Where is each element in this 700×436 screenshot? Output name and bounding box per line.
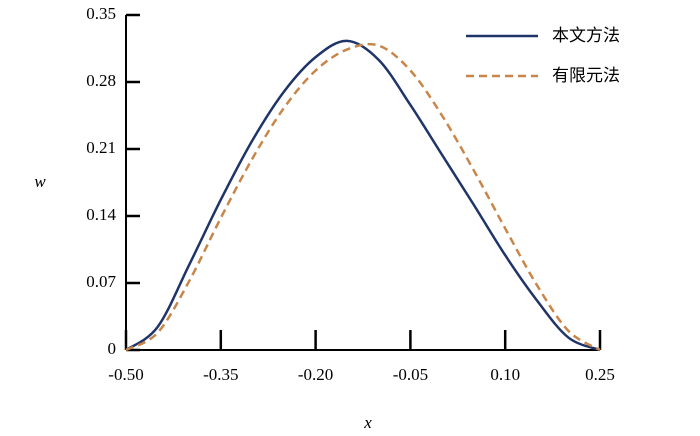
x-tick-label: -0.50 — [108, 365, 143, 384]
y-tick-label: 0.14 — [86, 205, 116, 224]
y-tick-label: 0.07 — [86, 272, 116, 291]
x-tick-label: -0.35 — [203, 365, 238, 384]
y-tick-label: 0.28 — [86, 71, 116, 90]
y-tick-label: 0 — [108, 339, 117, 358]
y-axis-label: w — [34, 172, 46, 191]
legend-label: 本文方法 — [552, 26, 620, 46]
legend-label: 有限元法 — [552, 66, 620, 86]
y-tick-label: 0.35 — [86, 4, 116, 23]
x-tick-label: 0.25 — [585, 365, 615, 384]
y-tick-label: 0.21 — [86, 138, 116, 157]
x-tick-label: 0.10 — [490, 365, 520, 384]
x-tick-label: -0.05 — [393, 365, 428, 384]
line-series — [125, 39, 601, 352]
x-tick-label: -0.20 — [298, 365, 333, 384]
line-series — [125, 42, 601, 352]
x-axis-label: x — [363, 413, 372, 432]
